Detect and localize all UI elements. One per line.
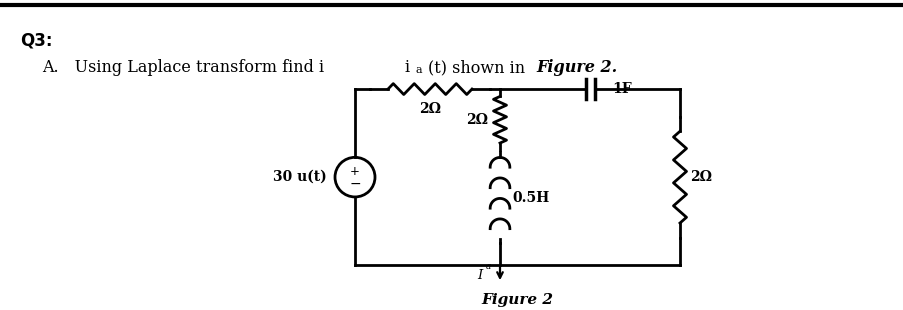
Text: 2Ω: 2Ω (689, 170, 712, 184)
Text: 0.5H: 0.5H (511, 191, 549, 205)
Text: Figure 2: Figure 2 (481, 293, 553, 307)
Text: +: + (349, 165, 359, 178)
Text: a: a (485, 262, 490, 271)
Text: 30 u(t): 30 u(t) (273, 170, 327, 184)
Text: Q3:: Q3: (20, 32, 52, 50)
Text: a: a (415, 65, 422, 75)
Text: Figure 2.: Figure 2. (535, 60, 617, 76)
Text: 2Ω: 2Ω (465, 113, 488, 127)
Text: −: − (349, 177, 360, 191)
Text: 2Ω: 2Ω (418, 102, 441, 116)
Text: I: I (476, 269, 481, 282)
Text: 1F: 1F (611, 82, 631, 96)
Text: i: i (404, 60, 409, 76)
Text: (t) shown in: (t) shown in (427, 60, 530, 76)
Text: A. Using Laplace transform find i: A. Using Laplace transform find i (42, 60, 324, 76)
